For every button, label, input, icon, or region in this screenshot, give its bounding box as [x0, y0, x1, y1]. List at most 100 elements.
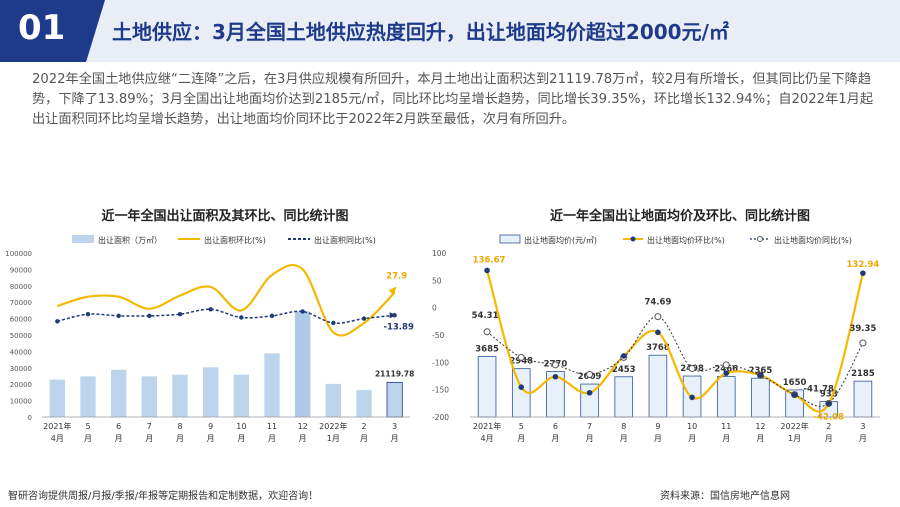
x-tick-label-1: 6: [116, 422, 121, 431]
yoy-point: [177, 312, 183, 317]
page-header: 01 土地供应：3月全国土地供应热度回升，出让地面均价超过2000元/㎡: [0, 0, 900, 62]
mom-point: [655, 329, 661, 336]
yoy-arrow-head: [389, 312, 397, 319]
mom-line: [486, 270, 864, 413]
right-axis-tick: -100: [432, 358, 449, 367]
x-tick-label-1: 2022年: [319, 421, 347, 431]
left-axis-tick: 90000: [10, 266, 32, 274]
yoy-point: [654, 313, 662, 321]
x-tick-label-2: 月: [825, 434, 833, 443]
yoy-point: [116, 313, 121, 319]
bar-price: [751, 377, 770, 418]
x-tick-label-2: 4月: [481, 434, 494, 443]
legend-label: 出让面积同比(%): [314, 235, 376, 245]
bar-area: [172, 374, 188, 417]
x-tick-label-2: 月: [859, 434, 867, 443]
mom-feb-label: -42.08: [814, 413, 844, 423]
x-tick-label-2: 月: [391, 434, 399, 443]
x-tick-label-1: 2021年: [473, 421, 501, 431]
chart-land-price: 近一年全国出让地面均价及环比、同比统计图 出让地面均价(元/㎡) 出让地面均价环比(…: [450, 195, 900, 465]
bar-value-label: 3768: [646, 343, 670, 353]
x-tick-label-2: 月: [176, 434, 184, 443]
x-tick-label-2: 4月: [51, 434, 64, 443]
mom-point: [723, 370, 730, 377]
bar-area: [295, 311, 311, 417]
bar-price: [648, 354, 668, 418]
chart-title: 近一年全国出让面积及其环比、同比统计图: [101, 208, 348, 224]
left-axis-tick: 60000: [10, 316, 32, 324]
left-axis-tick: 100000: [5, 250, 32, 258]
bar-area: [356, 390, 372, 417]
left-axis-tick: 10000: [10, 398, 32, 406]
yoy-point: [483, 328, 491, 336]
right-axis-tick: -150: [432, 386, 449, 395]
x-tick-label-2: 月: [84, 434, 92, 443]
legend-mom-marker: [630, 236, 636, 242]
mom-point: [518, 384, 525, 390]
x-tick-label-1: 2: [826, 422, 831, 431]
x-tick-label-1: 2: [361, 422, 366, 431]
yoy-point: [239, 315, 244, 320]
bar-area: [141, 376, 157, 417]
x-tick-label-1: 9: [655, 422, 660, 431]
bar-area: [49, 379, 65, 417]
x-tick-label-1: 8: [621, 422, 626, 431]
yoy-line: [57, 308, 395, 324]
mom-arrow-head: [388, 286, 397, 296]
x-tick-label-1: 7: [587, 422, 592, 431]
x-tick-label-1: 3: [392, 422, 397, 431]
x-tick-label-2: 月: [688, 434, 696, 443]
x-tick-label-1: 8: [177, 422, 182, 431]
legend-label: 出让地面均价环比(%): [647, 235, 725, 245]
left-axis-tick: 70000: [10, 299, 32, 307]
mom-first-label: 136.67: [473, 255, 506, 265]
x-tick-label-2: 月: [360, 434, 368, 443]
legend-bar-swatch: [499, 234, 521, 244]
bar-area: [80, 376, 96, 417]
bar-price: [716, 376, 736, 418]
x-tick-label-2: 月: [145, 434, 153, 443]
legend-label: 出让地面均价同比(%): [774, 235, 852, 245]
intro-paragraph: 2022年全国土地供应继“二连降”之后，在3月供应规模有所回升，本月土地出让面积…: [32, 72, 874, 127]
x-tick-label-1: 2022年: [780, 421, 808, 431]
left-axis-tick: 30000: [10, 365, 32, 373]
x-tick-label-2: 1月: [788, 434, 801, 443]
left-axis-tick: 50000: [10, 332, 32, 340]
bar-area: [203, 367, 219, 417]
yoy-point: [147, 313, 152, 319]
mom-point: [757, 372, 764, 379]
chart-area-supply: 近一年全国出让面积及其环比、同比统计图 出让面积（万㎡） 出让面积环比(%) 出让面积…: [0, 195, 450, 465]
bar-area: [233, 374, 249, 417]
chart-title: 近一年全国出让地面均价及环比、同比统计图: [550, 208, 810, 224]
x-tick-label-2: 月: [207, 434, 215, 443]
yoy-point: [361, 316, 367, 321]
x-tick-label-2: 月: [654, 434, 662, 443]
x-tick-label-1: 5: [85, 422, 90, 431]
yoy-point: [586, 371, 594, 379]
yoy-feb-label: -41.78: [804, 384, 834, 394]
right-axis-tick: 100: [432, 249, 447, 258]
legend-label: 出让面积（万㎡）: [98, 235, 162, 245]
mom-point: [860, 270, 866, 276]
section-number: 01: [18, 8, 66, 48]
x-tick-label-2: 月: [620, 434, 628, 443]
x-tick-label-1: 12: [298, 422, 308, 431]
x-tick-label-1: 6: [553, 422, 558, 431]
yoy-point: [208, 307, 213, 312]
yoy-point: [300, 309, 305, 314]
yoy-point: [859, 339, 867, 347]
yoy-sep-label: 74.69: [644, 298, 671, 308]
x-tick-label-2: 月: [756, 434, 764, 443]
x-tick-label-2: 月: [237, 434, 245, 443]
bar-last-label: 21119.78: [375, 369, 414, 378]
bar-value-label: 2365: [749, 366, 773, 376]
yoy-point: [688, 365, 696, 373]
yoy-first-label: 54.31: [472, 311, 499, 321]
yoy-last-label: -13.89: [383, 322, 413, 332]
bar-value-label: 2453: [612, 365, 636, 375]
right-axis-tick: -200: [432, 413, 449, 422]
bar-area: [386, 381, 403, 418]
x-tick-label-2: 月: [722, 434, 730, 443]
mom-line: [56, 264, 396, 337]
